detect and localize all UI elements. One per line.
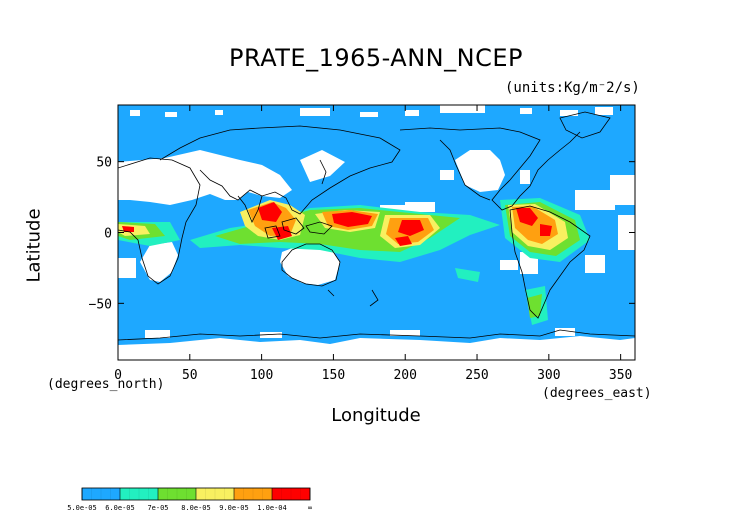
colorbar-level-label: 7e-05 <box>147 504 168 512</box>
colorbar-swatch <box>120 488 158 500</box>
colorbar-level-label: 8.0e-05 <box>181 504 211 512</box>
chart-title: PRATE_1965-ANN_NCEP <box>229 44 523 72</box>
x-axis-label: Longitude <box>331 405 421 426</box>
x-axis-units: (degrees_east) <box>542 386 652 401</box>
colorbar-level-label: 9.0e-05 <box>219 504 249 512</box>
y-tick-label: 0 <box>104 227 112 242</box>
x-tick-label: 100 <box>250 368 273 383</box>
colorbar-swatch <box>196 488 234 500</box>
colorbar-level-label: 1.0e-04 <box>257 504 287 512</box>
colorbar-level-label: ∞ <box>308 504 312 512</box>
x-tick-label: 300 <box>537 368 560 383</box>
x-tick-label: 250 <box>465 368 488 383</box>
x-tick-label: 0 <box>114 368 122 383</box>
colorbar-swatch <box>158 488 196 500</box>
x-tick-label: 200 <box>393 368 416 383</box>
y-tick-label: −50 <box>89 297 112 312</box>
colorbar-swatch <box>82 488 120 500</box>
y-axis-units: (degrees_north) <box>47 377 165 392</box>
x-tick-label: 350 <box>609 368 632 383</box>
colorbar-swatch <box>272 488 310 500</box>
x-tick-label: 50 <box>182 368 198 383</box>
colorbar-level-label: 5.0e-05 <box>67 504 97 512</box>
x-axis-ticks: 0 50 100 150 200 250 300 350 <box>114 105 632 383</box>
colorbar-level-label: 6.0e-05 <box>105 504 135 512</box>
y-tick-label: 50 <box>96 156 112 171</box>
colorbar-swatch <box>234 488 272 500</box>
coastlines <box>118 111 635 341</box>
colorbar: 5.0e-05 6.0e-05 7e-05 8.0e-05 9.0e-05 1.0e-04… <box>67 487 312 512</box>
y-axis-ticks: 50 0 −50 <box>89 156 635 312</box>
units-label: (units:Kg/m⁻2/s) <box>505 80 640 96</box>
x-tick-label: 150 <box>322 368 345 383</box>
